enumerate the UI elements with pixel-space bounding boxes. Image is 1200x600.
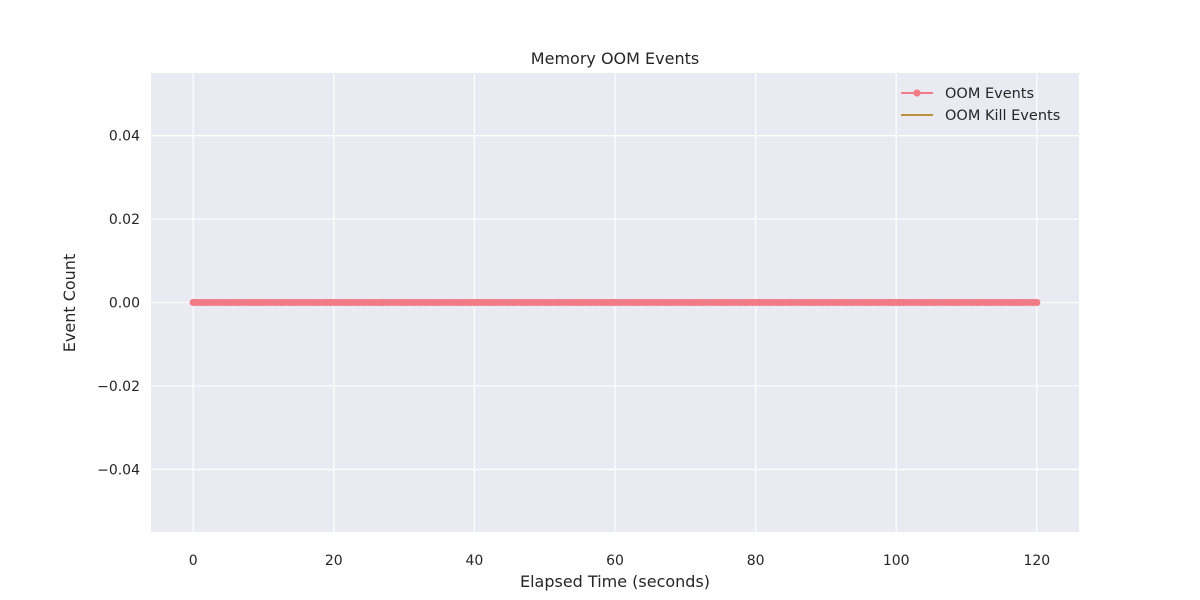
y-tick-label: 0.02 xyxy=(109,212,140,228)
x-tick-label: 0 xyxy=(189,553,198,569)
y-axis-label: Event Count xyxy=(60,254,79,352)
y-tick-label: 0.00 xyxy=(109,296,140,312)
x-tick-label: 100 xyxy=(883,553,910,569)
legend-marker-oom-events xyxy=(913,89,921,97)
x-tick-label: 20 xyxy=(325,553,343,569)
x-tick-label: 40 xyxy=(465,553,483,569)
x-tick-label: 120 xyxy=(1023,553,1050,569)
y-tick-label: −0.04 xyxy=(97,462,140,478)
legend-label-oom-kill-events: OOM Kill Events xyxy=(945,108,1060,124)
series-layer xyxy=(189,298,1041,307)
x-tick-label: 80 xyxy=(747,553,765,569)
data-point xyxy=(1033,298,1041,307)
legend: OOM Events OOM Kill Events xyxy=(901,86,1060,124)
chart-title: Memory OOM Events xyxy=(531,49,699,68)
x-axis-ticks: 0 20 40 60 80 100 120 xyxy=(189,553,1050,569)
x-axis-label: Elapsed Time (seconds) xyxy=(520,572,710,591)
y-axis-ticks: −0.04 −0.02 0.00 0.02 0.04 xyxy=(97,129,140,479)
legend-label-oom-events: OOM Events xyxy=(945,86,1034,102)
x-tick-label: 60 xyxy=(606,553,624,569)
y-tick-label: −0.02 xyxy=(97,379,140,395)
y-tick-label: 0.04 xyxy=(109,129,140,145)
